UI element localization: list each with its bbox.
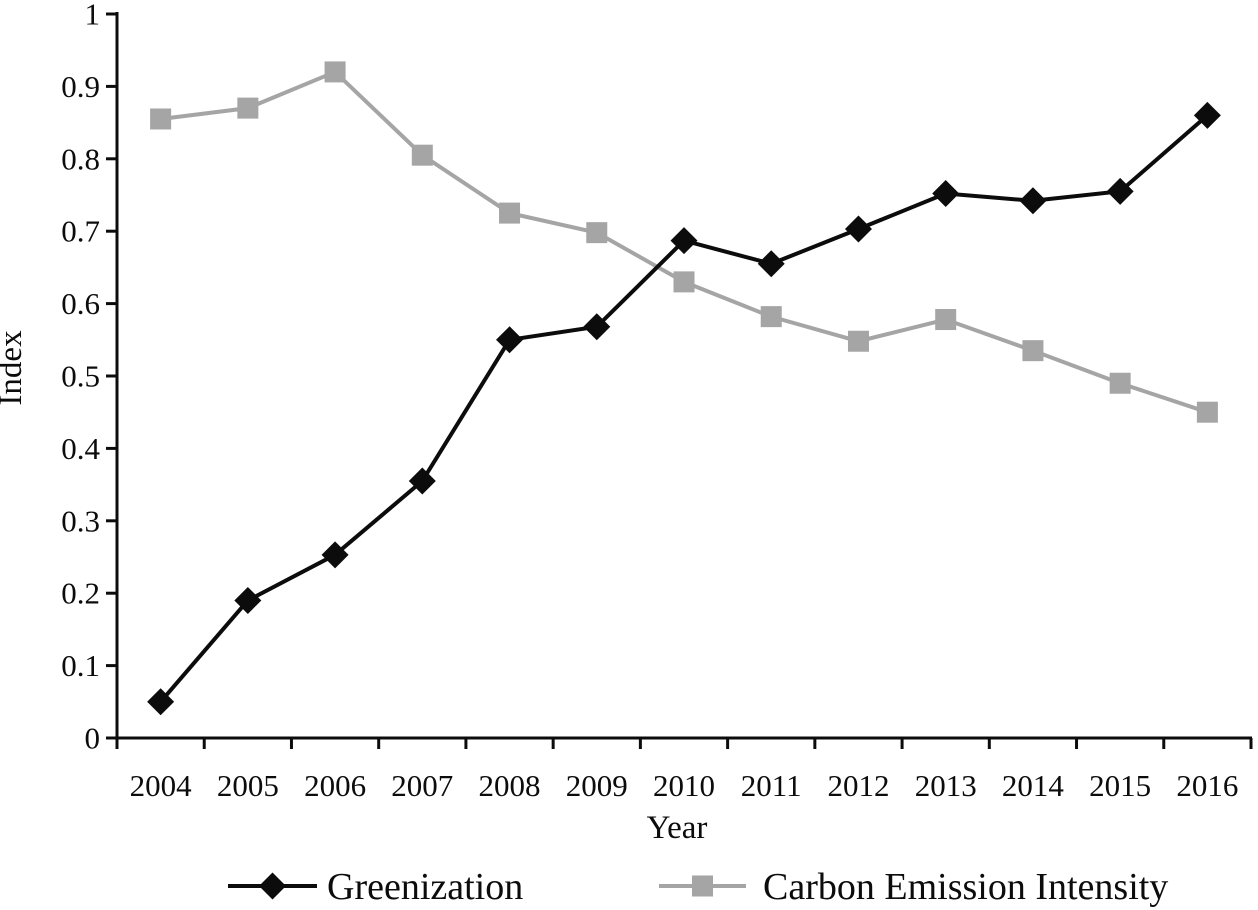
carbon-emission-intensity-marker	[150, 108, 172, 130]
x-axis-title: Year	[647, 810, 708, 846]
greenization-marker	[408, 467, 436, 495]
x-tick-label: 2013	[915, 768, 977, 803]
greenization-marker	[757, 250, 785, 278]
carbon-emission-intensity-marker	[499, 202, 521, 224]
x-tick-label: 2006	[304, 768, 366, 803]
x-tick-label: 2011	[741, 768, 802, 803]
greenization-line	[159, 113, 1209, 704]
x-tick-label: 2010	[653, 768, 715, 803]
y-tick-label: 1	[85, 0, 101, 32]
y-axis-title: Index	[0, 330, 29, 406]
greenization-marker	[670, 227, 698, 255]
greenization-marker	[932, 180, 960, 208]
carbon-emission-intensity-marker	[760, 306, 782, 328]
x-tick-label: 2004	[130, 768, 193, 803]
x-tick-label: 2014	[1002, 768, 1065, 803]
carbon-emission-intensity-legend-marker	[692, 875, 713, 897]
greenization-marker	[147, 688, 175, 716]
carbon-emission-intensity-marker	[847, 330, 869, 352]
y-tick-label: 0.9	[61, 69, 100, 104]
x-tick-label: 2009	[566, 768, 628, 803]
carbon-emission-intensity-marker	[1196, 401, 1218, 423]
x-tick-label: 2016	[1176, 768, 1238, 803]
greenization-marker	[1019, 187, 1047, 215]
y-tick-label: 0.8	[61, 141, 100, 176]
x-tick-label: 2007	[391, 768, 453, 803]
carbon-emission-intensity-marker	[1109, 372, 1131, 394]
carbon-emission-intensity-marker	[237, 97, 259, 119]
carbon-emission-intensity-marker	[1022, 340, 1044, 362]
greenization-marker	[583, 313, 611, 341]
y-tick-label: 0.1	[61, 648, 100, 683]
y-tick-label: 0.7	[61, 214, 100, 249]
carbon-emission-intensity-marker	[935, 309, 957, 331]
y-tick-label: 0.4	[61, 431, 100, 466]
carbon-emission-intensity-marker	[324, 61, 346, 83]
carbon-emission-intensity-marker	[673, 271, 695, 293]
x-tick-label: 2008	[479, 768, 541, 803]
greenization-marker	[1193, 101, 1221, 129]
greenization-marker	[1106, 177, 1134, 205]
y-tick-label: 0.3	[61, 503, 100, 538]
x-tick-label: 2005	[217, 768, 279, 803]
x-tick-label: 2015	[1089, 768, 1151, 803]
carbon-emission-intensity-legend-label: Carbon Emission Intensity	[763, 866, 1168, 908]
greenization-legend-label: Greenization	[327, 866, 523, 908]
x-tick-label: 2012	[827, 768, 889, 803]
carbon-emission-intensity-marker	[411, 144, 433, 166]
greenization-marker	[321, 541, 349, 569]
greenization-marker	[496, 326, 524, 354]
greenization-marker	[844, 215, 872, 243]
y-tick-label: 0.2	[61, 576, 100, 611]
greenization-marker	[234, 586, 262, 614]
carbon-emission-intensity-marker	[586, 222, 608, 244]
greenization-legend-marker	[259, 872, 286, 900]
y-tick-label: 0.5	[61, 359, 100, 394]
y-tick-label: 0	[85, 721, 101, 756]
y-tick-label: 0.6	[61, 286, 100, 321]
